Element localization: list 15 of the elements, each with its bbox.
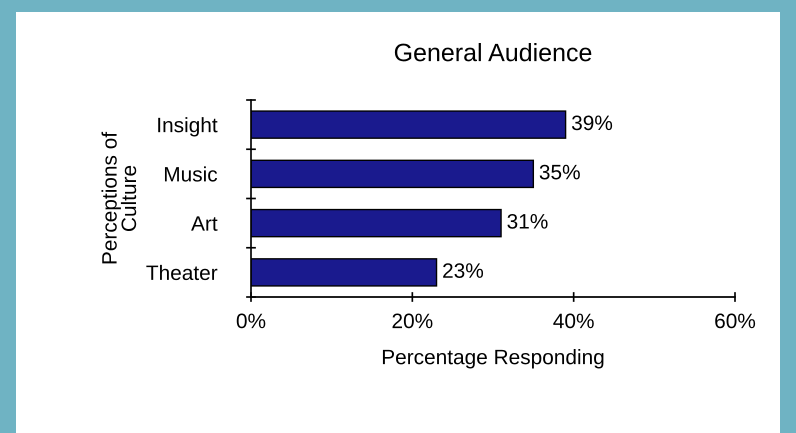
chart-title: General Audience <box>394 42 592 62</box>
data-label: 31% <box>507 214 548 229</box>
y-tick-label: Art <box>191 216 218 231</box>
x-axis-title: Percentage Responding <box>382 349 604 368</box>
y-tick-label: Insight <box>158 117 218 136</box>
data-label: 35% <box>540 164 580 180</box>
y-axis-title: Perceptions of Culture <box>101 132 136 264</box>
x-tick-label: 60% <box>715 314 756 328</box>
data-label: 23% <box>443 263 484 278</box>
data-label: 39% <box>572 115 612 130</box>
x-tick-label: 40% <box>553 314 594 328</box>
y-tick-label: Music <box>164 166 218 182</box>
x-tick-label: 0% <box>236 314 266 328</box>
x-tick-label: 20% <box>392 314 432 328</box>
y-tick-label: Theater <box>146 264 218 280</box>
